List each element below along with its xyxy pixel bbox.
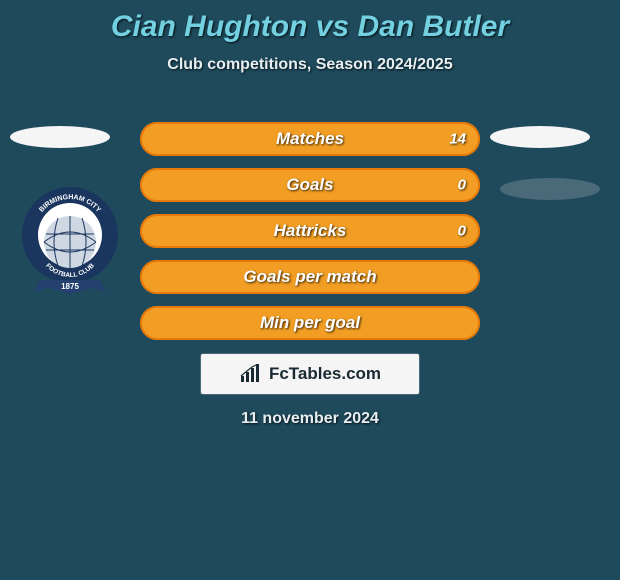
date-text: 11 november 2024: [0, 410, 620, 428]
comparison-card: Cian Hughton vs Dan Butler Club competit…: [0, 0, 620, 580]
stat-label: Matches: [140, 129, 480, 149]
stat-row-goals: Goals 0: [140, 168, 480, 202]
stat-row-matches: Matches 14: [140, 122, 480, 156]
stat-value: 0: [458, 223, 466, 240]
branding-text: FcTables.com: [269, 364, 381, 384]
branding-box: FcTables.com: [200, 353, 420, 395]
stat-label: Hattricks: [140, 221, 480, 241]
svg-text:1875: 1875: [61, 282, 79, 291]
stat-row-hattricks: Hattricks 0: [140, 214, 480, 248]
page-title: Cian Hughton vs Dan Butler: [0, 0, 620, 44]
player-right-ellipse-2: [500, 178, 600, 200]
stat-row-goals-per-match: Goals per match: [140, 260, 480, 294]
subtitle: Club competitions, Season 2024/2025: [0, 56, 620, 74]
player-right-ellipse: [490, 126, 590, 148]
stat-label: Goals: [140, 175, 480, 195]
stat-bars: Matches 14 Goals 0 Hattricks 0 Goals per…: [140, 122, 480, 352]
club-badge: BIRMINGHAM CITY FOOTBALL CLUB 1875: [20, 180, 120, 310]
stat-label: Goals per match: [140, 267, 480, 287]
stat-value: 14: [449, 131, 466, 148]
stat-label: Min per goal: [140, 313, 480, 333]
player-left-ellipse: [10, 126, 110, 148]
stat-row-min-per-goal: Min per goal: [140, 306, 480, 340]
stat-value: 0: [458, 177, 466, 194]
barchart-icon: [239, 364, 265, 384]
